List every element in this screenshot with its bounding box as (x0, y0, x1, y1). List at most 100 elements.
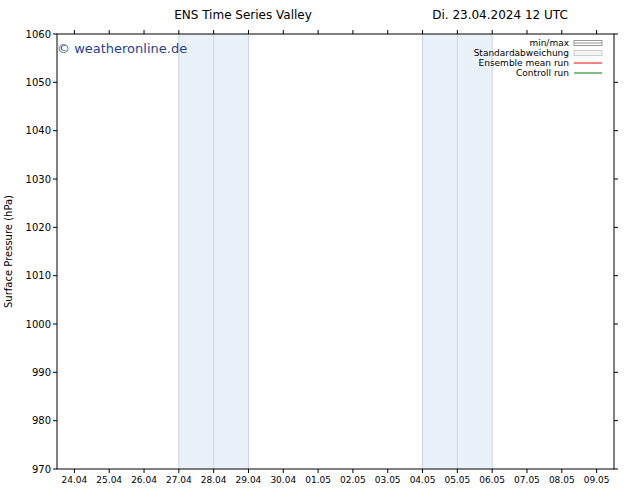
y-axis-label: Surface Pressure (hPa) (3, 195, 14, 308)
y-tick-label: 980 (32, 415, 51, 426)
legend-label: Ensemble mean run (479, 58, 570, 68)
y-tick-right (614, 82, 618, 83)
x-tick (178, 469, 179, 473)
x-tick-label: 28.04 (201, 475, 227, 485)
x-tick (283, 469, 284, 473)
x-tick (352, 469, 353, 473)
x-tick-label: 06.05 (479, 475, 505, 485)
band-edge (457, 34, 458, 469)
x-tick-label: 01.05 (305, 475, 331, 485)
x-tick (109, 469, 110, 473)
x-tick-top (596, 30, 597, 34)
y-tick-right (614, 227, 618, 228)
legend-label: Controll run (516, 68, 569, 78)
x-tick-label: 25.04 (96, 475, 122, 485)
legend-swatch-line (574, 43, 602, 44)
band-edge (492, 34, 493, 469)
x-tick (526, 469, 527, 473)
x-tick-label: 09.05 (584, 475, 610, 485)
y-tick (53, 275, 57, 276)
y-tick (53, 469, 57, 470)
x-tick (422, 469, 423, 473)
y-tick-right (614, 469, 618, 470)
y-tick-right (614, 130, 618, 131)
y-tick-right (614, 34, 618, 35)
x-tick-top (74, 30, 75, 34)
y-tick-right (614, 179, 618, 180)
x-tick-label: 29.04 (236, 475, 262, 485)
x-tick-label: 27.04 (166, 475, 192, 485)
x-tick-top (387, 30, 388, 34)
band-edge (213, 34, 214, 469)
x-tick-label: 07.05 (514, 475, 540, 485)
y-tick-label: 1000 (26, 319, 51, 330)
x-tick-top (352, 30, 353, 34)
x-tick-label: 05.05 (444, 475, 470, 485)
y-tick-label: 1060 (26, 29, 51, 40)
x-tick-top (422, 30, 423, 34)
y-tick-right (614, 324, 618, 325)
legend-swatch (574, 63, 602, 64)
y-tick (53, 420, 57, 421)
x-tick-top (492, 30, 493, 34)
y-tick-label: 1040 (26, 125, 51, 136)
x-tick-top (457, 30, 458, 34)
band-edge (178, 34, 179, 469)
y-tick-label: 1030 (26, 174, 51, 185)
weekend-band (179, 34, 249, 469)
x-tick-top (213, 30, 214, 34)
y-tick-right (614, 372, 618, 373)
y-tick-label: 1020 (26, 222, 51, 233)
x-tick-label: 26.04 (131, 475, 157, 485)
y-tick-label: 970 (32, 464, 51, 475)
x-tick-top (144, 30, 145, 34)
x-tick (248, 469, 249, 473)
x-tick-top (318, 30, 319, 34)
x-tick (596, 469, 597, 473)
x-tick-label: 02.05 (340, 475, 366, 485)
subtitle: Di. 23.04.2024 12 UTC (432, 8, 568, 22)
weekend-band (423, 34, 493, 469)
y-tick (53, 227, 57, 228)
legend-swatch (574, 51, 602, 56)
x-tick (74, 469, 75, 473)
x-tick (492, 469, 493, 473)
legend-swatch (574, 73, 602, 74)
x-tick-top (283, 30, 284, 34)
watermark: © weatheronline.de (57, 41, 187, 56)
band-edge (248, 34, 249, 469)
x-tick-label: 08.05 (549, 475, 575, 485)
x-tick-top (109, 30, 110, 34)
y-tick-label: 1010 (26, 270, 51, 281)
plot-frame (57, 34, 614, 469)
x-tick (318, 469, 319, 473)
x-tick-top (248, 30, 249, 34)
x-tick (144, 469, 145, 473)
legend: min/maxStandardabweichungEnsemble mean r… (474, 38, 602, 78)
x-tick-label: 03.05 (375, 475, 401, 485)
x-tick (387, 469, 388, 473)
chart: 970 980 990 1000 1010 1020 1030 1040 1050 1060 24.… (0, 0, 634, 490)
y-tick (53, 82, 57, 83)
y-tick-label: 1050 (26, 77, 51, 88)
y-tick-right (614, 275, 618, 276)
x-tick-top (561, 30, 562, 34)
y-tick-right (614, 420, 618, 421)
bands (179, 34, 492, 469)
x-tick-label: 30.04 (270, 475, 296, 485)
x-tick-label: 04.05 (410, 475, 436, 485)
y-tick (53, 34, 57, 35)
x-tick (213, 469, 214, 473)
legend-label: Standardabweichung (474, 48, 569, 58)
y-tick-label: 990 (32, 367, 51, 378)
title: ENS Time Series Valley (174, 8, 312, 22)
legend-label: min/max (529, 38, 569, 48)
band-edge (422, 34, 423, 469)
x-tick (457, 469, 458, 473)
x-tick-top (526, 30, 527, 34)
y-tick (53, 130, 57, 131)
y-tick (53, 324, 57, 325)
x-tick (561, 469, 562, 473)
y-tick (53, 179, 57, 180)
x-tick-label: 24.04 (62, 475, 88, 485)
